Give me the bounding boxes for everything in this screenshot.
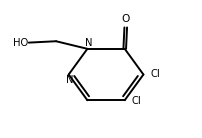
- Text: O: O: [122, 14, 130, 24]
- Text: Cl: Cl: [132, 96, 142, 106]
- Text: Cl: Cl: [150, 69, 160, 79]
- Text: N: N: [85, 38, 92, 48]
- Text: HO: HO: [13, 38, 28, 48]
- Text: N: N: [66, 75, 74, 85]
